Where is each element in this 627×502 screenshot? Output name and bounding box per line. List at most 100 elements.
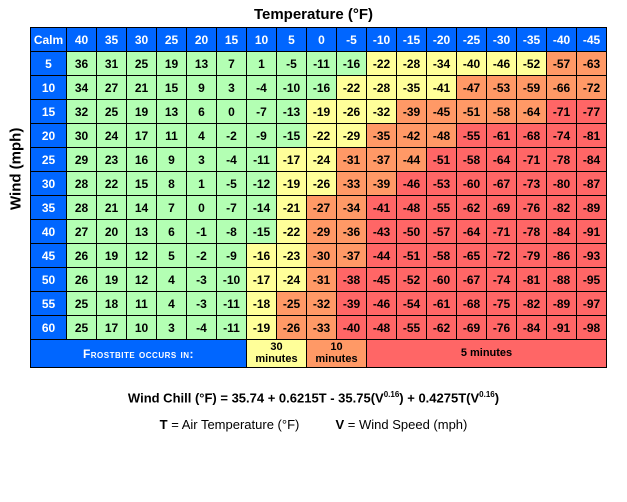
value-cell: -44 (397, 148, 427, 172)
value-cell: -97 (577, 292, 607, 316)
wind-header: 60 (31, 316, 67, 340)
value-cell: -95 (577, 268, 607, 292)
value-cell: -37 (337, 244, 367, 268)
value-cell: -61 (427, 292, 457, 316)
wind-axis-label: Wind (mph) (8, 186, 25, 210)
value-cell: -26 (277, 316, 307, 340)
value-cell: 21 (127, 76, 157, 100)
value-cell: -24 (277, 268, 307, 292)
value-cell: -17 (277, 148, 307, 172)
wind-header: 30 (31, 172, 67, 196)
value-cell: 25 (127, 52, 157, 76)
value-cell: 10 (127, 316, 157, 340)
value-cell: -22 (367, 52, 397, 76)
value-cell: 25 (67, 316, 97, 340)
value-cell: -10 (277, 76, 307, 100)
value-cell: -11 (247, 148, 277, 172)
value-cell: -39 (367, 172, 397, 196)
value-cell: -71 (487, 220, 517, 244)
value-cell: -4 (247, 76, 277, 100)
value-cell: 36 (67, 52, 97, 76)
value-cell: -76 (517, 196, 547, 220)
value-cell: -44 (367, 244, 397, 268)
value-cell: -12 (247, 172, 277, 196)
value-cell: -34 (427, 52, 457, 76)
wind-header: 45 (31, 244, 67, 268)
value-cell: 26 (67, 244, 97, 268)
value-cell: 21 (97, 196, 127, 220)
value-cell: -11 (217, 316, 247, 340)
value-cell: -13 (277, 100, 307, 124)
formula: Wind Chill (°F) = 35.74 + 0.6215T - 35.7… (4, 390, 623, 405)
value-cell: -11 (307, 52, 337, 76)
value-cell: -55 (457, 124, 487, 148)
value-cell: -14 (247, 196, 277, 220)
value-cell: -74 (547, 124, 577, 148)
value-cell: -58 (457, 148, 487, 172)
value-cell: 24 (97, 124, 127, 148)
value-cell: 19 (127, 100, 157, 124)
temp-header: -45 (577, 28, 607, 52)
temp-header: 25 (157, 28, 187, 52)
wind-header: 10 (31, 76, 67, 100)
value-cell: -89 (547, 292, 577, 316)
temp-header: 30 (127, 28, 157, 52)
temp-header: -35 (517, 28, 547, 52)
value-cell: -2 (217, 124, 247, 148)
value-cell: -39 (397, 100, 427, 124)
value-cell: -55 (427, 196, 457, 220)
value-cell: -81 (517, 268, 547, 292)
zone-30-label: 30minutes (247, 340, 307, 368)
value-cell: 28 (67, 196, 97, 220)
value-cell: -84 (577, 148, 607, 172)
value-cell: -60 (457, 172, 487, 196)
value-cell: 16 (127, 148, 157, 172)
value-cell: -16 (307, 76, 337, 100)
value-cell: -73 (517, 172, 547, 196)
value-cell: -17 (247, 268, 277, 292)
value-cell: -1 (187, 220, 217, 244)
value-cell: -19 (307, 100, 337, 124)
value-cell: -71 (547, 100, 577, 124)
temp-header: 20 (187, 28, 217, 52)
zone-5-label: 5 minutes (367, 340, 607, 368)
value-cell: 11 (127, 292, 157, 316)
value-cell: -89 (577, 196, 607, 220)
value-cell: 7 (217, 52, 247, 76)
value-cell: 22 (97, 172, 127, 196)
value-cell: 7 (157, 196, 187, 220)
value-cell: -78 (547, 148, 577, 172)
value-cell: 6 (157, 220, 187, 244)
value-cell: -37 (367, 148, 397, 172)
value-cell: -91 (547, 316, 577, 340)
value-cell: -48 (367, 316, 397, 340)
value-cell: -84 (547, 220, 577, 244)
temp-header: 0 (307, 28, 337, 52)
value-cell: -10 (217, 268, 247, 292)
value-cell: -9 (247, 124, 277, 148)
value-cell: -31 (337, 148, 367, 172)
value-cell: -65 (457, 244, 487, 268)
value-cell: -42 (397, 124, 427, 148)
value-cell: -88 (547, 268, 577, 292)
value-cell: -52 (397, 268, 427, 292)
value-cell: -21 (277, 196, 307, 220)
value-cell: -53 (487, 76, 517, 100)
value-cell: -8 (217, 220, 247, 244)
value-cell: -60 (427, 268, 457, 292)
value-cell: -9 (217, 244, 247, 268)
value-cell: 26 (67, 268, 97, 292)
value-cell: 25 (67, 292, 97, 316)
value-cell: -46 (397, 172, 427, 196)
value-cell: -69 (457, 316, 487, 340)
value-cell: -79 (517, 244, 547, 268)
value-cell: -78 (517, 220, 547, 244)
value-cell: -46 (487, 52, 517, 76)
legend-t-txt: = Air Temperature (°F) (168, 417, 300, 432)
value-cell: -53 (427, 172, 457, 196)
value-cell: 1 (247, 52, 277, 76)
value-cell: -75 (487, 292, 517, 316)
temp-header: -5 (337, 28, 367, 52)
value-cell: 12 (127, 268, 157, 292)
value-cell: -32 (307, 292, 337, 316)
